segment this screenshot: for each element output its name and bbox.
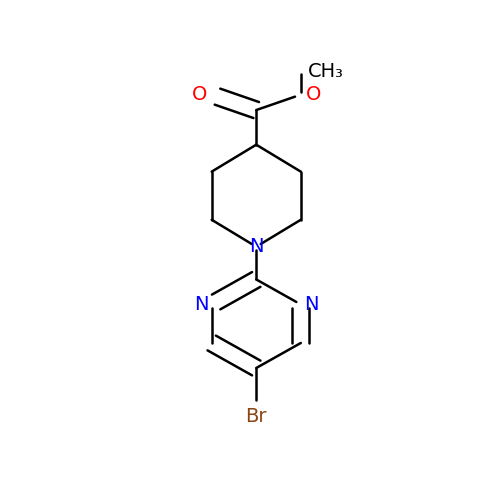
Text: O: O <box>306 85 321 104</box>
Text: N: N <box>304 295 318 314</box>
Text: N: N <box>194 295 208 314</box>
Text: N: N <box>249 237 264 256</box>
Text: Br: Br <box>246 406 267 426</box>
Text: CH₃: CH₃ <box>308 62 344 81</box>
Text: O: O <box>192 85 207 104</box>
